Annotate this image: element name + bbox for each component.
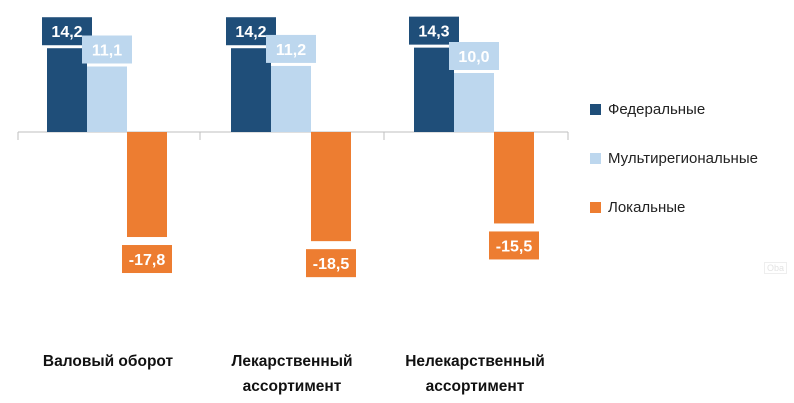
bar-federal <box>414 47 454 132</box>
bar-federal <box>47 48 87 132</box>
data-label-box <box>489 231 539 260</box>
bar-local <box>127 132 167 238</box>
bar-multiregional <box>454 73 494 132</box>
legend-label-local: Локальные <box>608 198 686 216</box>
data-label-text: 10,0 <box>458 49 489 66</box>
data-label-text: 14,2 <box>51 24 82 41</box>
bar-local <box>311 132 351 242</box>
category-label-line: Лекарственный <box>231 353 353 370</box>
data-label-box <box>306 249 356 278</box>
data-label-multiregional: 11,2 <box>266 34 316 63</box>
data-label-federal: 14,2 <box>226 17 276 46</box>
chart-legend: Федеральные Мультирегиональные Локальные <box>590 97 758 244</box>
legend-swatch-multiregional <box>590 152 601 164</box>
bar-federal <box>231 48 271 132</box>
category-label-gross-turnover: Валовый оборот <box>23 349 193 374</box>
category-label-line: ассортимент <box>242 378 342 395</box>
data-label-text: -15,5 <box>496 238 533 255</box>
legend-item-local: Локальные <box>590 195 758 219</box>
data-label-text: 11,2 <box>276 42 306 59</box>
category-label-drug-assortment: Лекарственный ассортимент <box>207 349 377 399</box>
legend-swatch-federal <box>590 103 601 115</box>
legend-swatch-local <box>590 201 601 213</box>
data-label-box <box>409 16 459 45</box>
data-label-multiregional: 10,0 <box>449 42 499 70</box>
data-label-text: -17,8 <box>129 252 166 269</box>
legend-item-federal: Федеральные <box>590 97 758 121</box>
data-label-local: -18,5 <box>306 249 356 278</box>
data-label-text: -18,5 <box>313 256 350 273</box>
legend-item-multiregional: Мультирегиональные <box>590 146 758 170</box>
category-label-line: Нелекарственный <box>405 353 545 370</box>
bar-local <box>494 132 534 224</box>
data-label-box <box>122 245 172 274</box>
category-label-line: ассортимент <box>425 378 525 395</box>
data-label-federal: 14,3 <box>409 16 459 45</box>
data-label-box <box>449 42 499 70</box>
data-label-local: -15,5 <box>489 231 539 260</box>
data-label-text: 14,3 <box>418 24 449 41</box>
category-label-nondrug-assortment: Нелекарственный ассортимент <box>390 349 560 399</box>
legend-label-multiregional: Мультирегиональные <box>608 149 758 167</box>
bar-multiregional <box>87 66 127 132</box>
data-label-text: 14,2 <box>235 24 266 41</box>
legend-label-federal: Федеральные <box>608 100 706 118</box>
data-label-multiregional: 11,1 <box>82 35 132 64</box>
data-label-local: -17,8 <box>122 245 172 274</box>
bar-multiregional <box>271 65 311 132</box>
watermark-stamp: Oba <box>764 262 788 274</box>
data-label-box <box>266 34 316 63</box>
category-label-line: Валовый оборот <box>42 353 174 370</box>
data-label-text: 11,1 <box>92 43 122 60</box>
data-label-box <box>82 35 132 64</box>
